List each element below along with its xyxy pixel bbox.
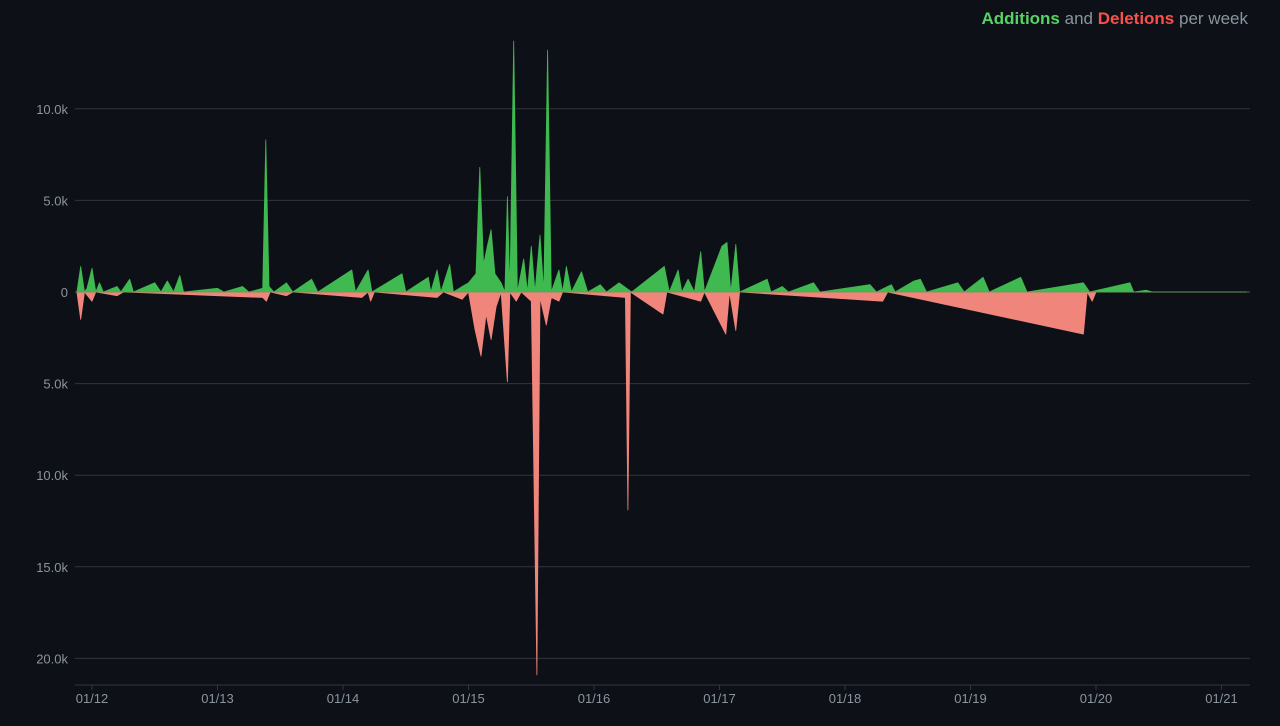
y-tick-label-4: 10.0k (36, 468, 68, 483)
legend-deletions: Deletions (1097, 9, 1175, 28)
legend-and: and (1064, 9, 1094, 28)
x-tick-label-5: 01/17 (703, 691, 736, 706)
chart-legend: Additions and Deletions per week (982, 9, 1248, 29)
y-tick-label-3: 5.0k (43, 377, 68, 392)
y-tick-label-1: 5.0k (43, 193, 68, 208)
y-tick-label-0: 10.0k (36, 102, 68, 117)
x-tick-label-3: 01/15 (452, 691, 485, 706)
y-tick-label-5: 15.0k (36, 560, 68, 575)
x-tick-label-0: 01/12 (76, 691, 109, 706)
x-tick-label-9: 01/21 (1205, 691, 1238, 706)
y-tick-label-6: 20.0k (36, 651, 68, 666)
deletions-area (76, 291, 1247, 676)
x-tick-label-2: 01/14 (327, 691, 360, 706)
legend-additions: Additions (981, 9, 1060, 28)
x-tick-label-8: 01/20 (1080, 691, 1113, 706)
x-tick-label-7: 01/19 (954, 691, 987, 706)
x-tick-label-6: 01/18 (829, 691, 862, 706)
x-tick-label-1: 01/13 (201, 691, 234, 706)
additions-area (76, 40, 1247, 293)
legend-per-week: per week (1179, 9, 1248, 28)
x-tick-label-4: 01/16 (578, 691, 611, 706)
y-tick-label-2: 0 (61, 285, 68, 300)
